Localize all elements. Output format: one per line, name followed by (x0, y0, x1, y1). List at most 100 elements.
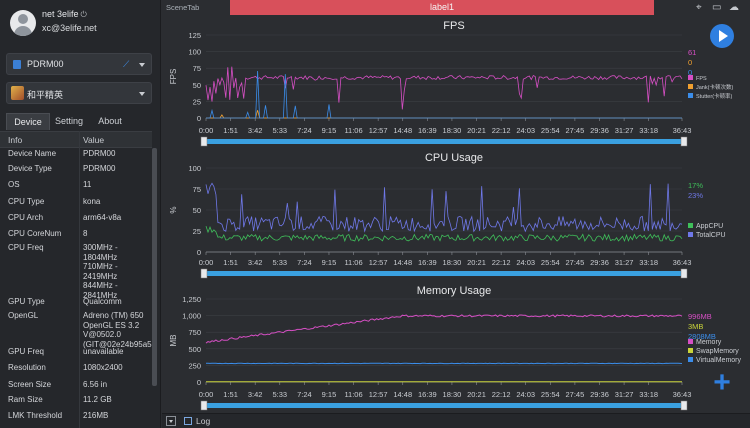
legend-label[interactable]: Memory (696, 339, 722, 346)
y-tick-label: 25 (193, 227, 201, 236)
slider-start-handle[interactable] (200, 268, 208, 279)
bottom-bar: Log (162, 413, 750, 428)
x-tick-label: 1:51 (223, 258, 238, 267)
legend-swatch[interactable] (688, 348, 693, 353)
tab-device[interactable]: Device (6, 113, 50, 130)
legend-label[interactable]: TotalCPU (696, 232, 726, 239)
x-tick-label: 20:21 (467, 258, 486, 267)
tab-setting[interactable]: Setting (54, 116, 84, 126)
x-tick-label: 27:45 (566, 258, 585, 267)
x-tick-label: 5:33 (272, 258, 287, 267)
scene-tab[interactable]: SceneTab (162, 0, 230, 15)
x-tick-label: 14:48 (393, 390, 412, 399)
y-tick-label: 0 (197, 378, 201, 387)
info-key: LMK Threshold (8, 411, 63, 420)
x-tick-label: 24:03 (516, 258, 535, 267)
legend-swatch[interactable] (688, 232, 693, 237)
device-select-value: PDRM00 (27, 59, 64, 69)
info-key: Device Name (8, 149, 57, 158)
avatar[interactable] (10, 10, 36, 36)
wifi-link-icon[interactable]: ⟋ (123, 59, 130, 69)
legend-swatch[interactable] (688, 339, 693, 344)
info-key: CPU Freq (8, 243, 44, 252)
current-value: 23% (688, 191, 703, 200)
slider-end-handle[interactable] (680, 136, 688, 147)
x-tick-label: 9:15 (322, 390, 337, 399)
y-tick-label: 50 (193, 81, 201, 90)
time-range-slider[interactable] (204, 139, 684, 144)
column-divider (79, 131, 80, 428)
sidebar-scrollbar[interactable] (152, 148, 157, 386)
info-value: kona (83, 197, 101, 206)
log-label: Log (196, 416, 211, 426)
time-range-slider[interactable] (204, 403, 684, 408)
time-range-slider[interactable] (204, 271, 684, 276)
cloud-icon[interactable]: ☁ (729, 2, 739, 13)
legend-label[interactable]: Jank(卡顿次数) (696, 83, 733, 91)
play-button[interactable] (710, 24, 734, 48)
x-tick-label: 5:33 (272, 126, 287, 135)
y-axis-label: FPS (169, 69, 178, 85)
label-tab[interactable]: label1 (230, 0, 654, 15)
log-checkbox[interactable] (184, 417, 192, 425)
y-tick-label: 0 (197, 248, 201, 257)
tab-about[interactable]: About (98, 116, 122, 126)
chart-title: CPU Usage (425, 152, 483, 164)
legend-label[interactable]: FPS (696, 76, 707, 82)
legend-swatch[interactable] (688, 223, 693, 228)
legend-swatch[interactable] (688, 84, 693, 89)
legend-label[interactable]: SwapMemory (696, 348, 739, 355)
current-value: 3MB (688, 322, 703, 331)
y-tick-label: 25 (193, 97, 201, 106)
y-tick-label: 75 (193, 185, 201, 194)
series-line (205, 314, 683, 344)
x-tick-label: 36:43 (673, 390, 692, 399)
x-tick-label: 5:33 (272, 390, 287, 399)
chart-title: Memory Usage (417, 285, 492, 297)
folder-icon[interactable]: ▭ (712, 2, 722, 13)
info-key: OpenGL (8, 311, 39, 320)
legend-swatch[interactable] (688, 93, 693, 98)
legend-swatch[interactable] (688, 75, 693, 80)
info-value: arm64-v8a (83, 213, 122, 222)
x-tick-label: 16:39 (418, 390, 437, 399)
legend-label[interactable]: VirtualMemory (696, 357, 741, 364)
y-tick-label: 100 (188, 48, 201, 57)
y-tick-label: 250 (188, 361, 201, 370)
legend-label[interactable]: Stutter(卡顿率) (696, 92, 733, 100)
device-select[interactable]: PDRM00 ⟋ (6, 53, 152, 75)
info-key: CPU CoreNum (8, 229, 62, 238)
user-profile[interactable]: net 3elife ⏻ xc@3elife.net (10, 8, 155, 38)
x-tick-label: 20:21 (467, 126, 486, 135)
info-value: Adreno (TM) 650 OpenGL ES 3.2 V@0502.0 (… (83, 311, 152, 349)
slider-start-handle[interactable] (200, 136, 208, 147)
x-tick-label: 31:27 (615, 126, 634, 135)
column-header-value[interactable]: Value (83, 135, 105, 145)
slider-end-handle[interactable] (680, 400, 688, 411)
legend-swatch[interactable] (688, 357, 693, 362)
x-tick-label: 12:57 (369, 390, 388, 399)
top-toolbar: ⌖ ▭ ☁ (692, 2, 748, 14)
info-key: Device Type (8, 164, 52, 173)
slider-end-handle[interactable] (680, 268, 688, 279)
add-marker-button[interactable]: + (713, 366, 731, 399)
x-tick-label: 7:24 (297, 390, 312, 399)
info-value: PDRM00 (83, 164, 116, 173)
column-header-info[interactable]: Info (8, 135, 23, 145)
legend-label[interactable]: AppCPU (696, 223, 723, 230)
x-tick-label: 36:43 (673, 126, 692, 135)
y-tick-label: 1,250 (182, 295, 201, 304)
x-tick-label: 22:12 (492, 390, 511, 399)
x-tick-label: 7:24 (297, 126, 312, 135)
location-icon[interactable]: ⌖ (696, 2, 702, 13)
app-select[interactable]: 和平精英 (6, 82, 152, 104)
x-tick-label: 27:45 (566, 126, 585, 135)
slider-start-handle[interactable] (200, 400, 208, 411)
info-key: GPU Type (8, 297, 45, 306)
phone-icon (13, 60, 21, 69)
collapse-toggle-button[interactable] (166, 416, 176, 426)
power-icon[interactable]: ⏻ (80, 10, 87, 19)
x-tick-label: 11:06 (344, 126, 362, 135)
info-value: 6.56 in (83, 380, 108, 389)
